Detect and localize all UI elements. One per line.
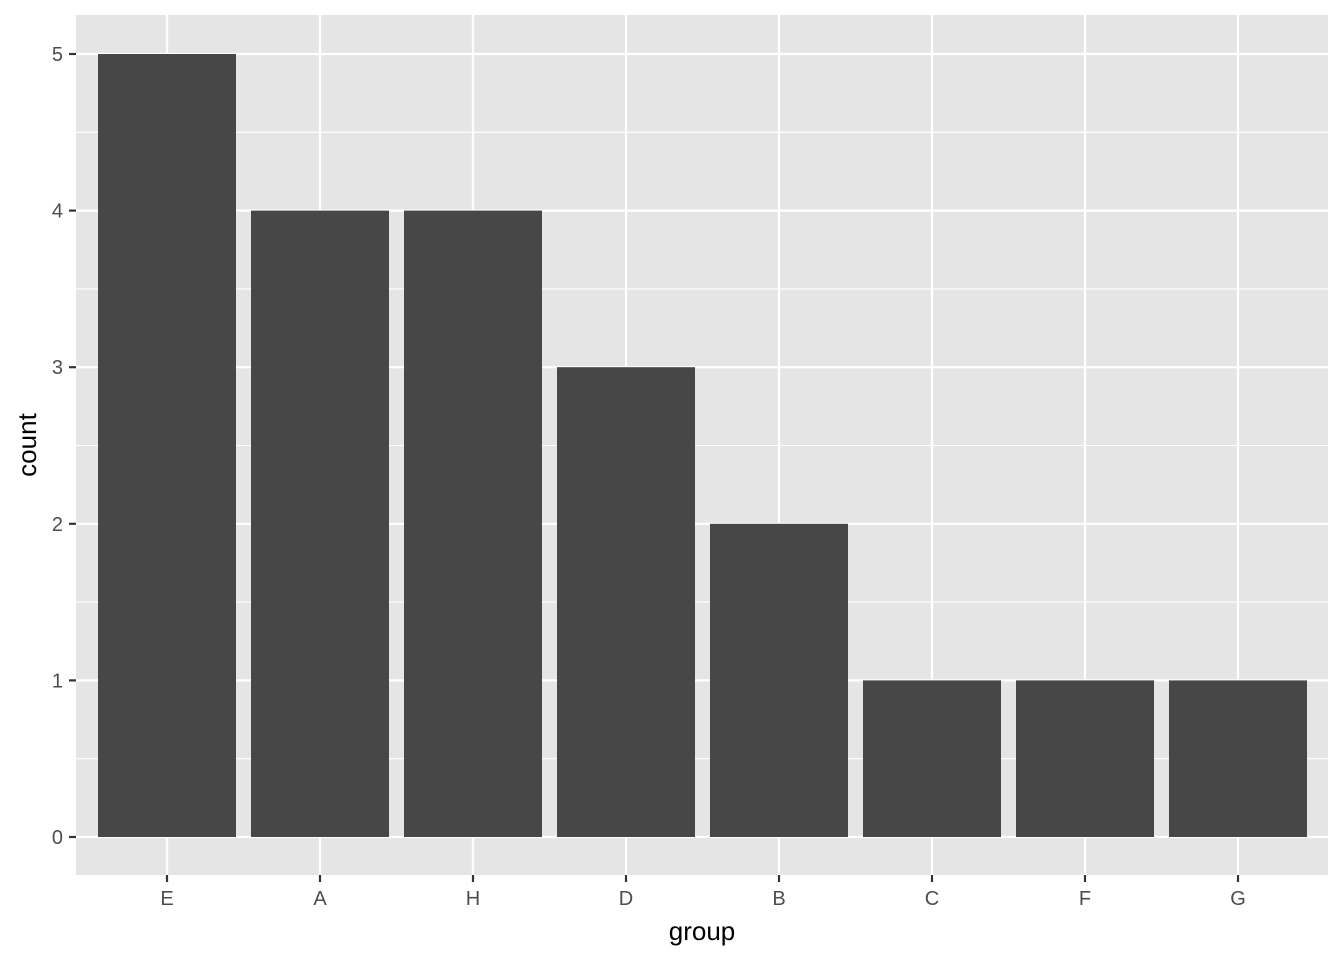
bars xyxy=(98,54,1307,838)
y-axis: 0 1 2 3 4 5 xyxy=(52,44,76,849)
x-tick-label: D xyxy=(619,888,633,910)
x-tick-label: F xyxy=(1079,888,1091,910)
x-axis-title: group xyxy=(669,916,736,946)
x-tick-label: G xyxy=(1230,888,1246,910)
y-tick-label: 2 xyxy=(52,514,63,536)
bar-B xyxy=(710,523,848,837)
y-tick-label: 3 xyxy=(52,357,63,379)
x-tick-label: H xyxy=(466,888,480,910)
bar-D xyxy=(557,367,695,837)
y-tick-label: 5 xyxy=(52,44,63,66)
bar-G xyxy=(1169,680,1307,837)
bar-H xyxy=(404,210,542,838)
y-tick-label: 0 xyxy=(52,827,63,849)
y-axis-title: count xyxy=(12,412,42,476)
bar-A xyxy=(251,210,389,838)
x-tick-label: C xyxy=(925,888,939,910)
bar-E xyxy=(98,54,236,837)
x-tick-label: A xyxy=(313,888,327,910)
y-tick-label: 4 xyxy=(52,201,63,223)
bar-F xyxy=(1016,680,1154,837)
x-tick-label: E xyxy=(160,888,173,910)
bar-C xyxy=(863,680,1001,837)
x-tick-label: B xyxy=(772,888,785,910)
y-tick-label: 1 xyxy=(52,670,63,692)
